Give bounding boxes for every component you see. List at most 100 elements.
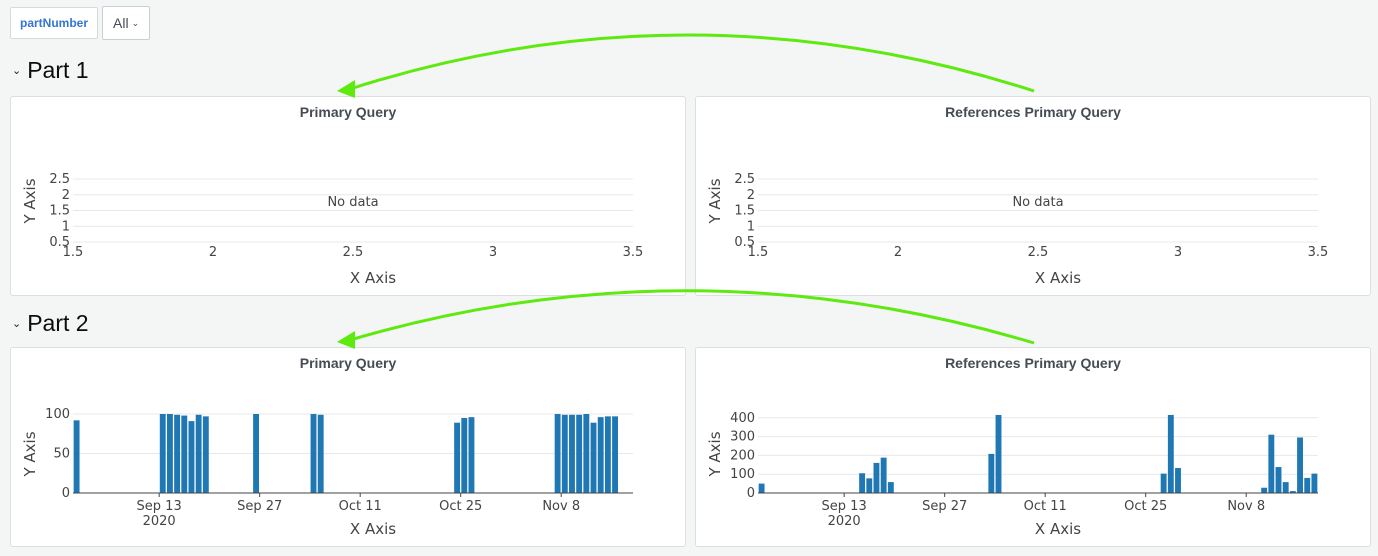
bar [604,416,611,493]
bar [73,420,80,493]
panel-part1-references-primary-query: References Primary Query 0.5 1 1.5 2 2.5 1.5 2… [695,96,1371,296]
bar [583,414,590,493]
y-tick-label: 50 [53,447,70,462]
y-axis-label: Y Axis [706,431,724,477]
y-tick-label: 2 [62,188,70,203]
y-tick-label: 0.5 [734,235,755,250]
x-tick-label: Oct 25 [439,499,482,514]
x-tick-sublabel: 2020 [828,514,861,529]
bar [1160,473,1167,493]
panel-title[interactable]: Primary Query [299,355,397,371]
bar [873,462,880,493]
bar [561,414,568,493]
row-header-part-1[interactable]: ⌄ Part 1 [12,57,89,84]
bar [166,414,173,493]
bar [253,414,260,493]
panel-title[interactable]: References Primary Query [945,355,1121,371]
y-tick-label: 2.5 [49,172,70,187]
bar [1282,482,1289,493]
y-tick-label: 0.5 [49,235,70,250]
bar [468,417,475,493]
variable-label-partnumber: partNumber [10,7,99,39]
x-axis-label: X Axis [1035,520,1081,538]
bar [1304,477,1311,493]
row-title: Part 1 [27,57,89,83]
bar [202,416,209,493]
y-axis-label: Y Axis [21,178,39,224]
x-tick-sublabel: 2020 [143,514,176,529]
bar [866,478,873,493]
y-tick-label: 1.5 [49,204,70,219]
x-tick-label: 3.5 [1308,245,1329,260]
y-tick-label: 100 [45,407,70,422]
x-tick-label: Oct 11 [339,499,382,514]
x-axis-label: X Axis [1035,269,1081,287]
bar [317,414,324,493]
y-tick-label: 400 [730,411,755,426]
x-tick-label: 2 [209,245,217,260]
y-tick-label: 0 [747,486,755,501]
bar [1175,467,1181,493]
y-axis-label: Y Axis [21,431,39,477]
x-tick-label: 3 [489,245,497,260]
bar [1297,437,1303,493]
panel-part1-primary-query: Primary Query 0.5 1 1.5 2 2.5 1.5 2 2.5 3 3.5 No d… [10,96,686,296]
bar [159,414,166,493]
x-tick-label: 2.5 [1028,245,1049,260]
x-tick-label: Sep 27 [922,499,967,514]
bar [576,414,583,493]
panel-title[interactable]: Primary Query [299,104,397,120]
panel-part2-references-primary-query: References Primary Query 0 100 200 300 400 Se… [695,347,1371,547]
x-tick-label: 2 [894,245,902,260]
x-tick-label: 3.5 [623,245,644,260]
bar [195,414,202,493]
y-tick-label: 1 [62,219,70,234]
bar [1289,491,1296,493]
x-axis-label: X Axis [350,520,396,538]
x-tick-label: Nov 8 [542,499,580,514]
y-tick-label: 1 [747,219,755,234]
bar [569,414,575,493]
chevron-down-icon: ⌄ [12,318,22,330]
panel-title[interactable]: References Primary Query [945,104,1121,120]
annotation-arrow [349,289,1035,345]
partnumber-select-value: All [113,15,129,31]
y-tick-label: 200 [730,448,755,463]
bar [1261,487,1268,493]
x-tick-label: Nov 8 [1227,499,1265,514]
x-tick-label: 2.5 [343,245,364,260]
bar [554,414,561,493]
x-tick-label: Oct 25 [1124,499,1167,514]
x-tick-label: 1.5 [748,245,769,260]
partnumber-select[interactable]: All ⌄ [102,6,151,40]
row-header-part-2[interactable]: ⌄ Part 2 [12,310,89,337]
y-tick-label: 0 [62,486,70,501]
bar [988,453,995,493]
bar [880,457,887,493]
chevron-down-icon: ⌄ [131,17,140,28]
bar [887,482,894,493]
y-axis-label: Y Axis [706,178,724,224]
x-tick-label: 3 [1174,245,1182,260]
bar [612,416,618,493]
y-tick-label: 2.5 [734,172,755,187]
x-tick-label: Sep 27 [237,499,282,514]
bar [181,415,188,493]
bar [995,414,1002,493]
x-tick-label: Oct 11 [1024,499,1067,514]
bar [461,417,468,493]
x-tick-label: 1.5 [63,245,84,260]
bar [188,421,195,493]
chevron-down-icon: ⌄ [12,65,22,77]
bar [597,417,604,493]
x-tick-label: Sep 13 [137,499,182,514]
variable-bar: partNumber All ⌄ [10,6,151,40]
row-title: Part 2 [27,310,89,336]
bar [1275,467,1282,493]
bar [590,422,597,493]
no-data-text: No data [1012,195,1063,210]
bar [454,422,461,493]
